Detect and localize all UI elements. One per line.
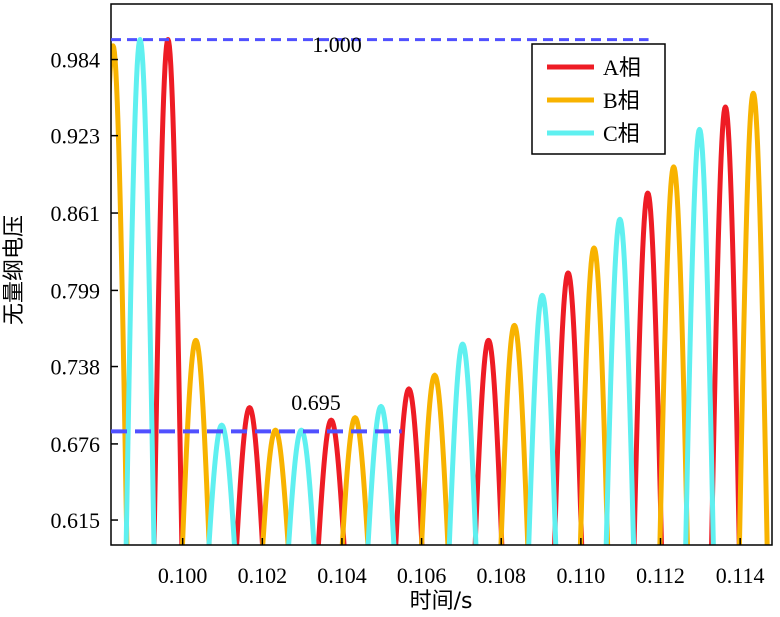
pulse-3-7 [603,216,637,545]
pulse-3-3 [286,427,317,545]
x-axis: 0.100 0.102 0.104 0.106 0.108 0.110 0.112 0.114 [158,538,765,588]
plot-frame [110,3,773,546]
pulse-1-6 [552,270,585,545]
series-3 [123,37,716,545]
pulse-3-4 [365,403,397,545]
pulse-1-5 [472,337,505,545]
y-tick-label-6: 0.923 [51,124,101,149]
pulse-3-6 [526,292,559,545]
y-axis: 0.615 0.676 0.738 0.799 0.861 0.923 0.984 [51,48,118,533]
pulse-3-8 [683,126,716,545]
y-tick-label-1: 0.615 [51,508,101,533]
x-axis-title: 时间/s [410,589,473,614]
pulse-1-2 [234,405,265,545]
pulse-2-8 [657,164,690,545]
y-tick-label-4: 0.799 [51,278,101,303]
x-tick-label-2: 0.102 [238,563,288,588]
pulse-2-3 [260,427,291,545]
x-tick-label-3: 0.104 [317,563,367,588]
x-tick-label-6: 0.110 [557,563,606,588]
legend-label-1: A相 [603,55,641,80]
y-tick-label-7: 0.984 [51,48,101,73]
plot-area [111,37,770,545]
x-tick-label-8: 0.114 [716,563,765,588]
pulse-2-7 [577,245,611,545]
x-tick-label-7: 0.112 [636,563,685,588]
pulse-2-1 [111,43,130,545]
pulse-2-6 [498,322,531,545]
x-tick-label-5: 0.108 [476,563,526,588]
reference-label-1: 1.000 [312,32,362,57]
reference-label-2: 0.695 [291,390,341,415]
y-axis-title: 无量纲电压 [2,215,27,325]
pulse-2-2 [179,337,212,545]
pulse-3-5 [446,341,479,545]
pulse-3-1 [123,37,157,545]
y-tick-label-5: 0.861 [51,201,101,226]
x-tick-label-1: 0.100 [158,563,208,588]
legend-label-3: C相 [603,121,640,146]
pulse-1-3 [315,417,347,545]
legend-label-2: B相 [603,88,640,113]
reference-lines: 1.000 0.695 [111,32,649,434]
pulse-3-2 [206,422,237,545]
pulse-1-1 [151,37,185,545]
y-tick-label-3: 0.738 [51,355,101,380]
pulse-1-4 [393,386,425,545]
pulse-1-8 [709,104,742,545]
pulse-2-5 [419,372,451,545]
pulse-2-4 [339,415,371,545]
y-tick-label-2: 0.676 [51,432,101,457]
x-tick-label-4: 0.106 [397,563,447,588]
series-2 [111,43,770,545]
pulse-2-9 [736,90,770,545]
legend: A相 B相 C相 [531,43,666,155]
pulse-1-7 [631,190,664,545]
